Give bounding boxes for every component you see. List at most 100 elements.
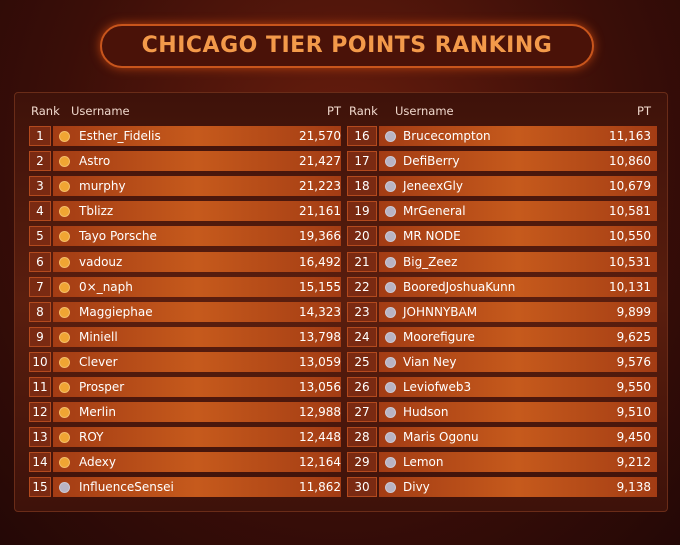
header-pt: PT (327, 104, 341, 118)
rank-cell (347, 126, 377, 146)
rank: 26 (354, 380, 370, 394)
rank: 14 (32, 455, 48, 470)
username: MrGeneral (403, 204, 466, 219)
rank: 28 (354, 430, 370, 445)
row-bar (379, 151, 657, 172)
points: 21,427 (299, 154, 341, 169)
rank: 20 (354, 229, 370, 244)
username: vadouz (79, 254, 123, 269)
tier-icon (59, 131, 70, 142)
points: 14,323 (299, 304, 341, 319)
username: JeneexGly (403, 179, 463, 194)
tier-icon (59, 256, 70, 268)
row-bar (379, 276, 657, 297)
tier-icon (385, 432, 396, 444)
rank-cell (29, 477, 51, 498)
points: 12,988 (299, 405, 341, 420)
tier-icon (59, 306, 70, 318)
tier-icon (385, 181, 396, 193)
points: 9,138 (616, 480, 651, 495)
tier-icon (59, 156, 70, 168)
rank-cell (29, 326, 51, 347)
username: Adexy (79, 455, 116, 470)
rank: 16 (354, 129, 370, 143)
ranking-panel: Rank Username PT 1 Esther_Fidelis 21,570 2 Astr… (14, 92, 668, 512)
tier-icon (59, 356, 70, 368)
rank: 11 (32, 380, 48, 394)
tier-icon (385, 482, 396, 494)
username: Maris Ogonu (403, 430, 479, 445)
row-bar (53, 251, 341, 272)
points: 12,448 (299, 430, 341, 445)
header-rank: Rank (349, 104, 378, 118)
points: 21,223 (299, 179, 341, 194)
username: Big_Zeez (403, 254, 458, 269)
row-bar (53, 402, 341, 423)
username: Clever (79, 354, 118, 369)
username: ROY (79, 430, 104, 445)
row-bar (379, 402, 657, 423)
points: 13,059 (299, 354, 341, 369)
rank-cell (29, 176, 51, 197)
rank: 17 (354, 154, 370, 169)
row-bar (379, 427, 657, 448)
username: murphy (79, 179, 126, 194)
row-bar (379, 251, 657, 272)
rank-cell (347, 176, 377, 197)
tier-icon (59, 206, 70, 218)
rank-cell (29, 126, 51, 146)
rank: 9 (36, 329, 44, 344)
tier-icon (59, 457, 70, 469)
username: Moorefigure (403, 329, 475, 344)
rank-cell (347, 276, 377, 297)
tier-icon (385, 156, 396, 168)
row-bar (379, 126, 657, 146)
tier-icon (59, 331, 70, 343)
row-bar (53, 176, 341, 197)
rank-cell (29, 201, 51, 222)
header-username: Username (395, 104, 454, 118)
points: 11,163 (609, 129, 651, 143)
points: 9,510 (616, 405, 651, 420)
row-bar (379, 301, 657, 322)
points: 10,531 (609, 254, 651, 269)
points: 9,899 (616, 304, 651, 319)
points: 9,625 (616, 329, 651, 344)
tier-icon (59, 231, 70, 243)
points: 10,679 (609, 179, 651, 194)
rank-cell (347, 326, 377, 347)
header-pt: PT (637, 104, 651, 118)
tier-icon (385, 281, 396, 293)
points: 10,131 (609, 279, 651, 294)
points: 21,570 (299, 129, 341, 143)
rank: 25 (354, 354, 370, 369)
rank: 13 (32, 430, 48, 445)
rank: 12 (32, 405, 48, 420)
row-bar (379, 351, 657, 372)
rank: 3 (36, 179, 44, 194)
row-bar (53, 151, 341, 172)
rank-cell (29, 301, 51, 322)
points: 13,798 (299, 329, 341, 344)
rank-cell (29, 452, 51, 473)
rank: 4 (36, 204, 44, 219)
rank: 21 (354, 254, 370, 269)
points: 10,860 (609, 154, 651, 169)
row-bar (379, 477, 657, 498)
username: Lemon (403, 455, 444, 470)
points: 9,576 (616, 354, 651, 369)
tier-icon (59, 281, 70, 293)
points: 9,550 (616, 380, 651, 394)
tier-icon (385, 306, 396, 318)
tier-icon (59, 382, 70, 393)
rank: 10 (32, 354, 48, 369)
row-bar (53, 326, 341, 347)
row-bar (53, 226, 341, 247)
username: JOHNNYBAM (403, 304, 478, 319)
username: Merlin (79, 405, 116, 420)
points: 9,212 (616, 455, 651, 470)
rank-cell (347, 402, 377, 423)
row-bar (379, 176, 657, 197)
tier-icon (385, 231, 396, 243)
